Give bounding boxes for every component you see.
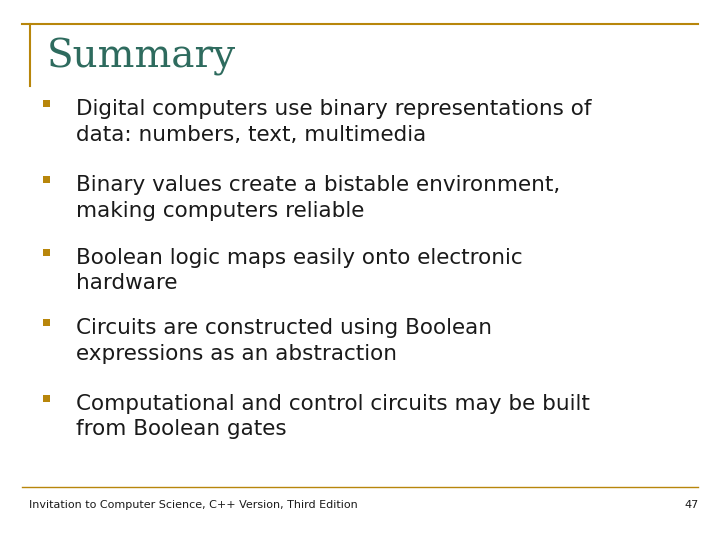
Bar xyxy=(43,176,50,183)
Text: Invitation to Computer Science, C++ Version, Third Edition: Invitation to Computer Science, C++ Vers… xyxy=(29,500,358,510)
Bar xyxy=(43,100,50,107)
Text: Binary values create a bistable environment,
making computers reliable: Binary values create a bistable environm… xyxy=(76,175,560,220)
Text: Computational and control circuits may be built
from Boolean gates: Computational and control circuits may b… xyxy=(76,394,590,439)
Text: 47: 47 xyxy=(684,500,698,510)
Text: Boolean logic maps easily onto electronic
hardware: Boolean logic maps easily onto electroni… xyxy=(76,248,522,293)
Text: Circuits are constructed using Boolean
expressions as an abstraction: Circuits are constructed using Boolean e… xyxy=(76,318,492,363)
Text: Summary: Summary xyxy=(47,38,236,76)
Bar xyxy=(43,249,50,256)
Bar xyxy=(43,319,50,326)
Bar xyxy=(43,395,50,402)
Text: Digital computers use binary representations of
data: numbers, text, multimedia: Digital computers use binary representat… xyxy=(76,99,591,145)
